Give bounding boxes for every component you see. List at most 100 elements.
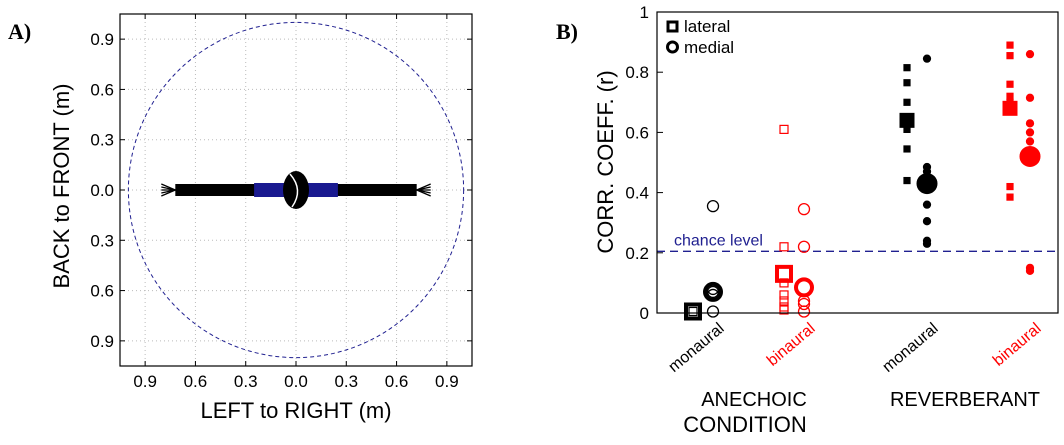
data-point-lateral bbox=[779, 305, 789, 315]
mean-marker-medial bbox=[1019, 145, 1041, 167]
y-tick-label: 1 bbox=[640, 3, 649, 22]
data-point-lateral bbox=[779, 242, 789, 252]
data-point-medial bbox=[1025, 93, 1035, 102]
x-tick-label: 0.3 bbox=[334, 372, 358, 391]
listener-head bbox=[283, 171, 309, 209]
group-label-reverberant: REVERBERANT bbox=[890, 389, 1040, 411]
data-point-lateral bbox=[779, 296, 789, 306]
x-tick-label: 0.9 bbox=[435, 372, 459, 391]
data-point-medial bbox=[706, 199, 720, 213]
legend-lateral-label: lateral bbox=[684, 17, 730, 36]
x-tick-label: 0.0 bbox=[284, 372, 308, 391]
category-label-monaural: monaural bbox=[666, 320, 728, 376]
y-tick-label: 0.3 bbox=[90, 231, 114, 250]
series-lateral-3 bbox=[1002, 41, 1018, 201]
panel-b-plot: chance level 0 0.2 0.4 0.6 0.8 1 lateral medial m… bbox=[625, 3, 1059, 411]
mean-marker-medial bbox=[916, 173, 938, 195]
legend-medial-label: medial bbox=[684, 38, 734, 57]
legend-lateral-icon bbox=[666, 20, 679, 33]
data-point-lateral bbox=[1006, 182, 1014, 191]
data-point-lateral bbox=[779, 302, 789, 312]
data-point-medial bbox=[797, 240, 811, 253]
x-tick-label: 0.9 bbox=[133, 372, 157, 391]
y-tick-label: 0.9 bbox=[90, 30, 114, 49]
y-tick-label: 0 bbox=[640, 304, 649, 323]
data-point-medial bbox=[797, 203, 811, 216]
data-point-medial bbox=[1025, 49, 1035, 59]
data-point-medial bbox=[922, 239, 932, 248]
y-tick-label: 0.6 bbox=[90, 80, 114, 99]
y-tick-label: 0.4 bbox=[625, 184, 649, 203]
group-label-anechoic: ANECHOIC bbox=[701, 389, 807, 411]
mean-marker-lateral bbox=[775, 264, 793, 283]
series-medial-3 bbox=[1019, 49, 1041, 276]
legend-medial-icon bbox=[666, 40, 679, 54]
panel-b-axes-frame bbox=[656, 11, 1059, 314]
data-point-lateral bbox=[903, 176, 911, 185]
data-point-medial bbox=[1025, 119, 1035, 128]
panel-a-plot: 0.9 0.6 0.3 0.0 0.3 0.6 0.9 0.9 0.6 0.3 0.0 0.3 0.6 0… bbox=[90, 13, 473, 391]
y-tick-label: 0.9 bbox=[90, 332, 114, 351]
y-tick-label: 0.3 bbox=[90, 131, 114, 150]
data-point-lateral bbox=[688, 306, 698, 317]
series-lateral-1 bbox=[775, 124, 793, 315]
data-point-medial bbox=[922, 217, 932, 226]
y-tick-label: 0.8 bbox=[625, 63, 649, 82]
data-point-medial bbox=[1025, 137, 1035, 146]
panel-b-x-axis-title: CONDITION bbox=[683, 412, 806, 437]
panel-b-y-axis-title: CORR. COEFF. (r) bbox=[593, 70, 618, 253]
data-point-lateral bbox=[779, 290, 789, 300]
data-point-lateral bbox=[1006, 80, 1014, 88]
category-label-monaural: monaural bbox=[880, 320, 942, 376]
data-point-lateral bbox=[1006, 52, 1014, 60]
data-point-medial bbox=[797, 305, 811, 318]
source-circle bbox=[127, 21, 465, 359]
series-medial-2 bbox=[916, 54, 938, 248]
x-tick-label: 0.3 bbox=[234, 372, 258, 391]
listener-head-outline bbox=[289, 173, 299, 208]
panel-a-x-axis-title: LEFT to RIGHT (m) bbox=[200, 398, 391, 423]
data-point-medial bbox=[1025, 266, 1035, 276]
listener-finger bbox=[416, 189, 431, 197]
y-tick-label: 0.2 bbox=[625, 244, 649, 263]
data-point-lateral bbox=[1006, 92, 1014, 100]
category-label-binaural: binaural bbox=[764, 320, 819, 370]
legend: lateral medial bbox=[666, 17, 734, 57]
data-point-lateral bbox=[903, 64, 911, 72]
data-point-lateral bbox=[903, 145, 911, 153]
mean-marker-lateral bbox=[899, 112, 915, 128]
panel-a-y-axis-title: BACK to FRONT (m) bbox=[49, 84, 74, 289]
mean-marker-medial bbox=[703, 281, 723, 302]
panel-a-label: A) bbox=[8, 19, 31, 44]
data-point-lateral bbox=[903, 79, 911, 87]
chance-level-label: chance level bbox=[674, 232, 763, 249]
listener-finger bbox=[161, 189, 176, 197]
series-lateral-2 bbox=[899, 64, 915, 185]
x-tick-label: 0.6 bbox=[385, 372, 409, 391]
data-point-lateral bbox=[1006, 193, 1014, 201]
series-medial-1 bbox=[794, 203, 814, 318]
y-tick-label: 0.0 bbox=[90, 181, 114, 200]
data-point-lateral bbox=[779, 124, 789, 134]
data-point-medial bbox=[922, 200, 932, 209]
mean-marker-lateral bbox=[1002, 100, 1018, 116]
listener-hand bbox=[161, 183, 176, 197]
x-tick-label: 0.6 bbox=[184, 372, 208, 391]
data-point-medial bbox=[797, 297, 811, 311]
data-point-medial bbox=[1025, 128, 1035, 137]
listener-hand bbox=[416, 183, 431, 197]
mean-marker-lateral bbox=[684, 302, 702, 321]
data-point-lateral bbox=[903, 98, 911, 106]
panel-b-label: B) bbox=[556, 19, 578, 44]
y-tick-label: 0.6 bbox=[625, 123, 649, 142]
data-point-medial bbox=[706, 305, 720, 318]
data-point-lateral bbox=[1006, 41, 1014, 49]
series-lateral-0 bbox=[684, 302, 702, 321]
mean-marker-medial bbox=[794, 277, 814, 298]
series-medial-0 bbox=[703, 199, 723, 318]
data-point-medial bbox=[706, 285, 720, 299]
category-label-binaural: binaural bbox=[990, 320, 1045, 370]
y-tick-label: 0.6 bbox=[90, 282, 114, 301]
